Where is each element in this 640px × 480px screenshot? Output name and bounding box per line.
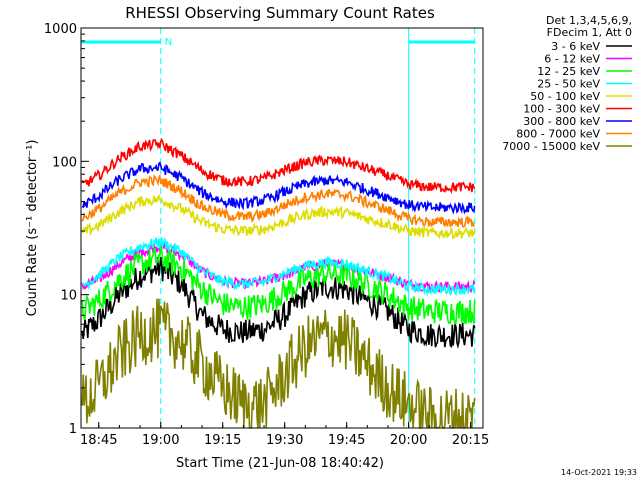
legend-label-3: 25 - 50 keV (537, 78, 600, 91)
x-axis-label: Start Time (21-Jun-08 18:40:42) (176, 456, 384, 471)
series-line-2 (81, 245, 476, 325)
series-group (81, 137, 476, 429)
legend-label-5: 100 - 300 keV (523, 103, 600, 116)
plot-frame (80, 27, 484, 429)
legend-label-4: 50 - 100 keV (530, 90, 600, 103)
x-tick-label-5: 20:00 (390, 433, 427, 448)
x-tick-label-2: 19:15 (204, 433, 241, 448)
series-line-3 (81, 236, 476, 297)
legend-label-6: 300 - 800 keV (523, 115, 600, 128)
x-axis: 18:45 19:00 19:15 19:30 19:45 20:00 20:15 (80, 422, 489, 448)
y-tick-label-2: 100 (52, 155, 77, 170)
legend-label-8: 7000 - 15000 keV (502, 140, 600, 153)
series-line-0 (81, 256, 476, 350)
x-tick-label-3: 19:30 (266, 433, 303, 448)
legend-label-2: 12 - 25 keV (537, 65, 600, 78)
legend-header-line-1: FDecim 1, Att 0 (547, 26, 632, 39)
series-line-5 (81, 137, 476, 195)
x-tick-label-4: 19:45 (328, 433, 365, 448)
x-tick-label-1: 19:00 (142, 433, 179, 448)
y-tick-label-1: 10 (60, 289, 77, 304)
legend-label-7: 800 - 7000 keV (516, 128, 600, 141)
chart-title: RHESSI Observing Summary Count Rates (125, 4, 435, 22)
series-line-8 (81, 298, 476, 429)
y-axis: 1 10 100 1000 (44, 22, 89, 437)
legend-label-1: 6 - 12 keV (544, 53, 600, 66)
legend-header-line-0: Det 1,3,4,5,6,9, (546, 14, 632, 27)
series-line-7 (81, 173, 475, 228)
footer-date: 14-Oct-2021 19:33 (561, 468, 637, 477)
x-tick-label-6: 20:15 (452, 433, 489, 448)
annotation-0: N (165, 37, 172, 48)
x-tick-label-0: 18:45 (80, 433, 117, 448)
legend-header: Det 1,3,4,5,6,9,FDecim 1, Att 0 (546, 14, 632, 39)
y-tick-label-3: 1000 (44, 22, 77, 37)
series-line-6 (81, 161, 476, 215)
y-axis-label: Count Rate (s⁻¹ detector⁻¹) (25, 140, 40, 317)
legend-label-0: 3 - 6 keV (551, 40, 600, 53)
series-line-4 (81, 193, 476, 240)
y-tick-label-0: 1 (69, 422, 77, 437)
